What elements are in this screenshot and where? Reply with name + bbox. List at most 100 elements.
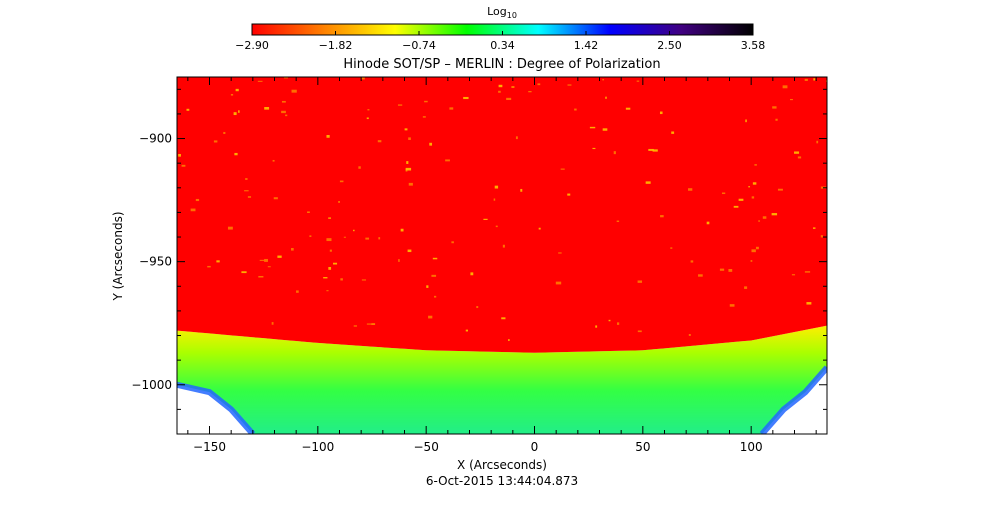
polarization-speck [465,329,469,332]
polarization-speck [238,110,240,113]
polarization-speck [432,257,438,260]
polarization-speck [367,109,370,111]
polarization-speck [329,249,332,252]
polarization-speck [377,140,382,143]
polarization-speck [560,168,565,170]
polarization-speck [272,159,275,162]
polarization-speck [281,100,286,103]
polarization-speck [777,188,783,191]
solar-disk-region [177,77,827,353]
off-disk-emission [177,325,827,434]
polarization-speck [406,161,409,164]
polarization-speck [794,151,800,154]
polarization-speck [291,248,294,251]
polarization-speck [366,117,369,120]
polarization-speck [721,192,726,195]
polarization-speck [595,325,598,328]
x-tick-label: −150 [193,440,226,454]
polarization-speck [178,154,181,157]
x-tick-label: 100 [740,440,763,454]
polarization-speck [259,259,265,261]
colorbar: Log10 −2.90 −1.82 −0.74 0.34 1.42 2.50 3.58 [235,5,765,52]
colorbar-tick-label: −1.82 [319,39,353,52]
polarization-speck [358,166,361,169]
polarization-speck [538,227,541,230]
polarization-speck [520,188,523,192]
plot-frame [176,76,828,435]
polarization-speck [277,255,282,258]
polarization-speck [405,167,412,171]
polarization-speck [645,181,651,184]
polarization-speck [309,235,312,237]
polarization-speck [281,110,286,114]
polarization-speck [751,196,755,199]
polarization-speck [338,201,340,203]
polarization-speck [706,221,710,225]
polarization-speck [186,108,190,111]
polarization-speck [227,226,233,230]
polarization-speck [616,220,620,223]
polarization-speck [625,107,631,110]
polarization-speck [445,159,450,162]
polarization-speck [528,90,532,93]
polarization-speck [816,140,819,144]
observation-timestamp: 6-Oct-2015 13:44:04.873 [426,474,578,488]
y-axis-ticks: −900 −950 −1000 [131,88,827,435]
polarization-speck [608,319,611,322]
polarization-speck [637,330,642,333]
polarization-speck [326,290,329,292]
polarization-speck [271,322,274,325]
polarization-speck [790,98,793,101]
polarization-speck [636,80,640,82]
polarization-speck [592,147,596,150]
polarization-speck [326,238,332,242]
polarization-speck [353,325,357,327]
polarization-speck [755,246,759,250]
polarization-speck [213,140,218,143]
polarization-speck [233,112,237,116]
polarization-speck [719,268,725,271]
polarization-speck [733,205,739,208]
polarization-speck [296,290,299,293]
polarization-speck [241,271,247,274]
polarization-speck [428,315,433,319]
colorbar-ticks: −2.90 −1.82 −0.74 0.34 1.42 2.50 3.58 [235,31,765,52]
polarization-speck [762,216,767,219]
polarization-speck [267,266,271,268]
polarization-speck [574,108,577,111]
y-tick-label: −1000 [131,378,172,392]
polarization-speck [498,84,503,88]
polarization-speck [328,266,332,270]
polarization-speck [648,148,654,151]
polarization-speck [508,339,510,342]
polarization-speck [729,304,735,307]
polarization-speck [339,180,344,183]
polarization-speck [323,277,328,279]
polarization-speck [340,278,343,281]
colorbar-label: Log10 [487,5,517,20]
polarization-speck [754,164,757,166]
polarization-speck [744,286,748,289]
polarization-speck [223,131,226,134]
x-axis-label: X (Arcseconds) [457,458,547,472]
polarization-speck [493,198,496,201]
polarization-speck [791,274,796,276]
polarization-speck [216,260,220,263]
colorbar-tick-label: −0.74 [402,39,436,52]
polarization-speck [613,151,616,155]
polarization-speck [782,85,788,89]
polarization-speck [812,227,816,229]
polarization-speck [537,83,541,86]
polarization-speck [408,137,411,140]
polarization-speck [422,116,426,118]
polarization-speck [820,235,823,238]
polarization-speck [660,215,664,218]
polarization-speck [307,211,310,213]
polarization-speck [772,106,777,109]
polarization-speck [451,241,454,244]
polarization-speck [285,114,288,117]
colorbar-tick-label: 0.34 [490,39,515,52]
off-disk-edge [177,365,827,434]
polarization-speck [494,185,499,189]
